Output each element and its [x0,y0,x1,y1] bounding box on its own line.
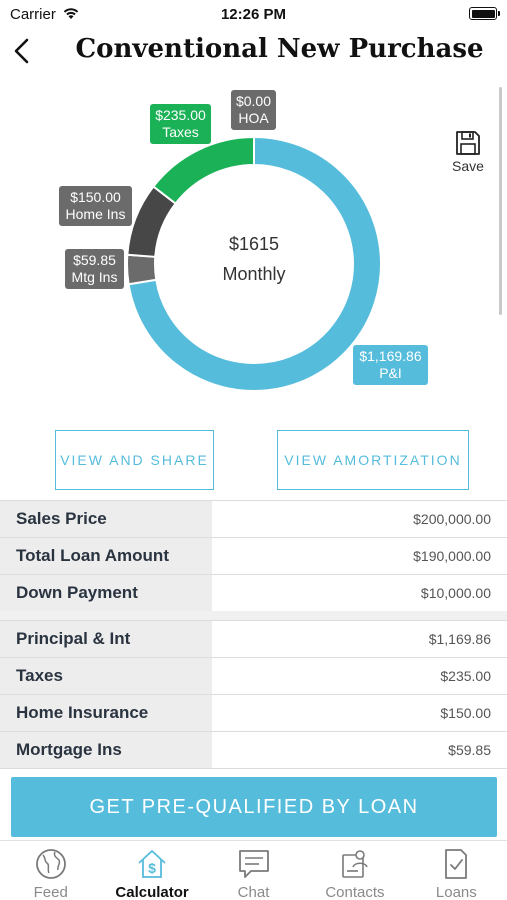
home-dollar-icon: $ [138,850,166,878]
row-value: $235.00 [440,668,491,684]
donut-slice-p-i [127,135,382,392]
tab-label: Feed [33,884,68,900]
clock: 12:26 PM [220,6,287,23]
table-row: Principal & Int $1,169.86 [0,621,507,658]
chat-icon [238,850,269,878]
scroll-indicator[interactable] [499,87,502,315]
callout-hoa-value: $0.00 [235,93,272,109]
row-value: $10,000.00 [420,585,491,601]
document-check-icon [445,849,468,879]
tab-label: Loans [435,884,477,900]
row-label: Mortgage Ins [0,732,212,768]
table-row: Taxes $235.00 [0,658,507,695]
callout-mtg-ins-value: $59.85 [73,252,116,268]
loan-summary-table: Sales Price $200,000.00 Total Loan Amoun… [0,500,507,612]
globe-icon [35,849,66,879]
payment-breakdown-table: Principal & Int $1,169.86 Taxes $235.00 … [0,620,507,769]
callout-hoa-label: HOA [238,110,269,126]
navigation-bar: Conventional New Purchase [0,28,507,74]
row-label: Principal & Int [0,621,212,657]
save-label: Save [452,158,484,174]
row-label: Sales Price [0,501,212,537]
tab-label: Calculator [115,884,189,900]
callout-hoa: $0.00 HOA [231,90,276,130]
battery-icon [469,7,500,20]
donut-slice-mtg-ins [126,253,158,286]
donut-chart [126,135,382,392]
table-row: Home Insurance $150.00 [0,695,507,732]
contacts-icon [342,850,368,878]
svg-text:$: $ [148,860,156,876]
row-value: $59.85 [448,742,491,758]
table-row: Total Loan Amount $190,000.00 [0,538,507,575]
row-label: Taxes [0,658,212,694]
tab-label: Contacts [325,884,385,900]
callout-principal-interest: $1,169.86 P&I [353,345,428,385]
table-row: Down Payment $10,000.00 [0,575,507,612]
chevron-left-icon [14,38,29,64]
status-bar: Carrier 12:26 PM [0,0,507,28]
callout-mtg-ins: $59.85 Mtg Ins [65,249,124,289]
callout-taxes-label: Taxes [162,124,199,140]
callout-home-ins-label: Home Ins [65,206,126,222]
get-pre-qualified-button[interactable]: GET PRE-QUALIFIED BY LOAN [11,777,497,837]
payment-chart: $1615 Monthly $235.00 Taxes $0.00 HOA $1… [0,78,507,423]
wifi-icon [63,8,79,19]
row-label: Total Loan Amount [0,538,212,574]
callout-pi-label: P&I [379,365,402,381]
callout-taxes: $235.00 Taxes [150,104,211,144]
row-value: $150.00 [440,705,491,721]
row-value: $190,000.00 [413,548,491,564]
callout-taxes-value: $235.00 [155,107,206,123]
table-row: Mortgage Ins $59.85 [0,732,507,769]
callout-pi-value: $1,169.86 [359,348,422,364]
tab-calculator[interactable]: $ Calculator [101,841,202,900]
back-button[interactable] [8,34,38,68]
chart-center-label: Monthly [222,264,286,284]
tab-chat[interactable]: Chat [203,841,304,900]
section-divider [0,611,507,620]
carrier-label: Carrier [10,6,56,23]
chart-center-amount: $1615 [228,234,280,254]
callout-mtg-ins-label: Mtg Ins [71,269,118,285]
page-title: Conventional New Purchase [75,34,484,64]
view-amortization-button[interactable]: VIEW AMORTIZATION [277,430,469,490]
save-button[interactable]: Save [448,130,488,182]
tab-label: Chat [237,884,270,900]
tab-loans[interactable]: Loans [406,841,507,900]
tab-contacts[interactable]: Contacts [304,841,405,900]
row-value: $1,169.86 [428,631,491,647]
callout-home-ins: $150.00 Home Ins [59,186,132,226]
view-and-share-button[interactable]: VIEW AND SHARE [55,430,214,490]
row-label: Home Insurance [0,695,212,731]
callout-home-ins-value: $150.00 [70,189,121,205]
tab-bar: Feed $ Calculator Chat Contacts Loans [0,840,507,900]
floppy-disk-icon [456,131,480,155]
tab-feed[interactable]: Feed [0,841,101,900]
row-label: Down Payment [0,575,212,611]
row-value: $200,000.00 [413,511,491,527]
donut-slice-taxes [151,135,255,205]
table-row: Sales Price $200,000.00 [0,501,507,538]
